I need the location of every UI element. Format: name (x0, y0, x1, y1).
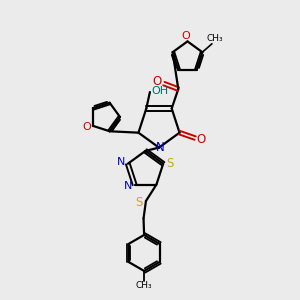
Text: N: N (124, 181, 132, 191)
Text: S: S (166, 157, 173, 170)
Text: O: O (182, 31, 190, 41)
Text: O: O (82, 122, 91, 132)
Text: CH₃: CH₃ (206, 34, 223, 43)
Text: N: N (156, 141, 165, 154)
Text: CH₃: CH₃ (136, 281, 152, 290)
Text: O: O (153, 75, 162, 88)
Text: N: N (117, 157, 125, 167)
Text: OH: OH (152, 85, 169, 95)
Text: S: S (136, 196, 143, 209)
Text: O: O (196, 133, 206, 146)
